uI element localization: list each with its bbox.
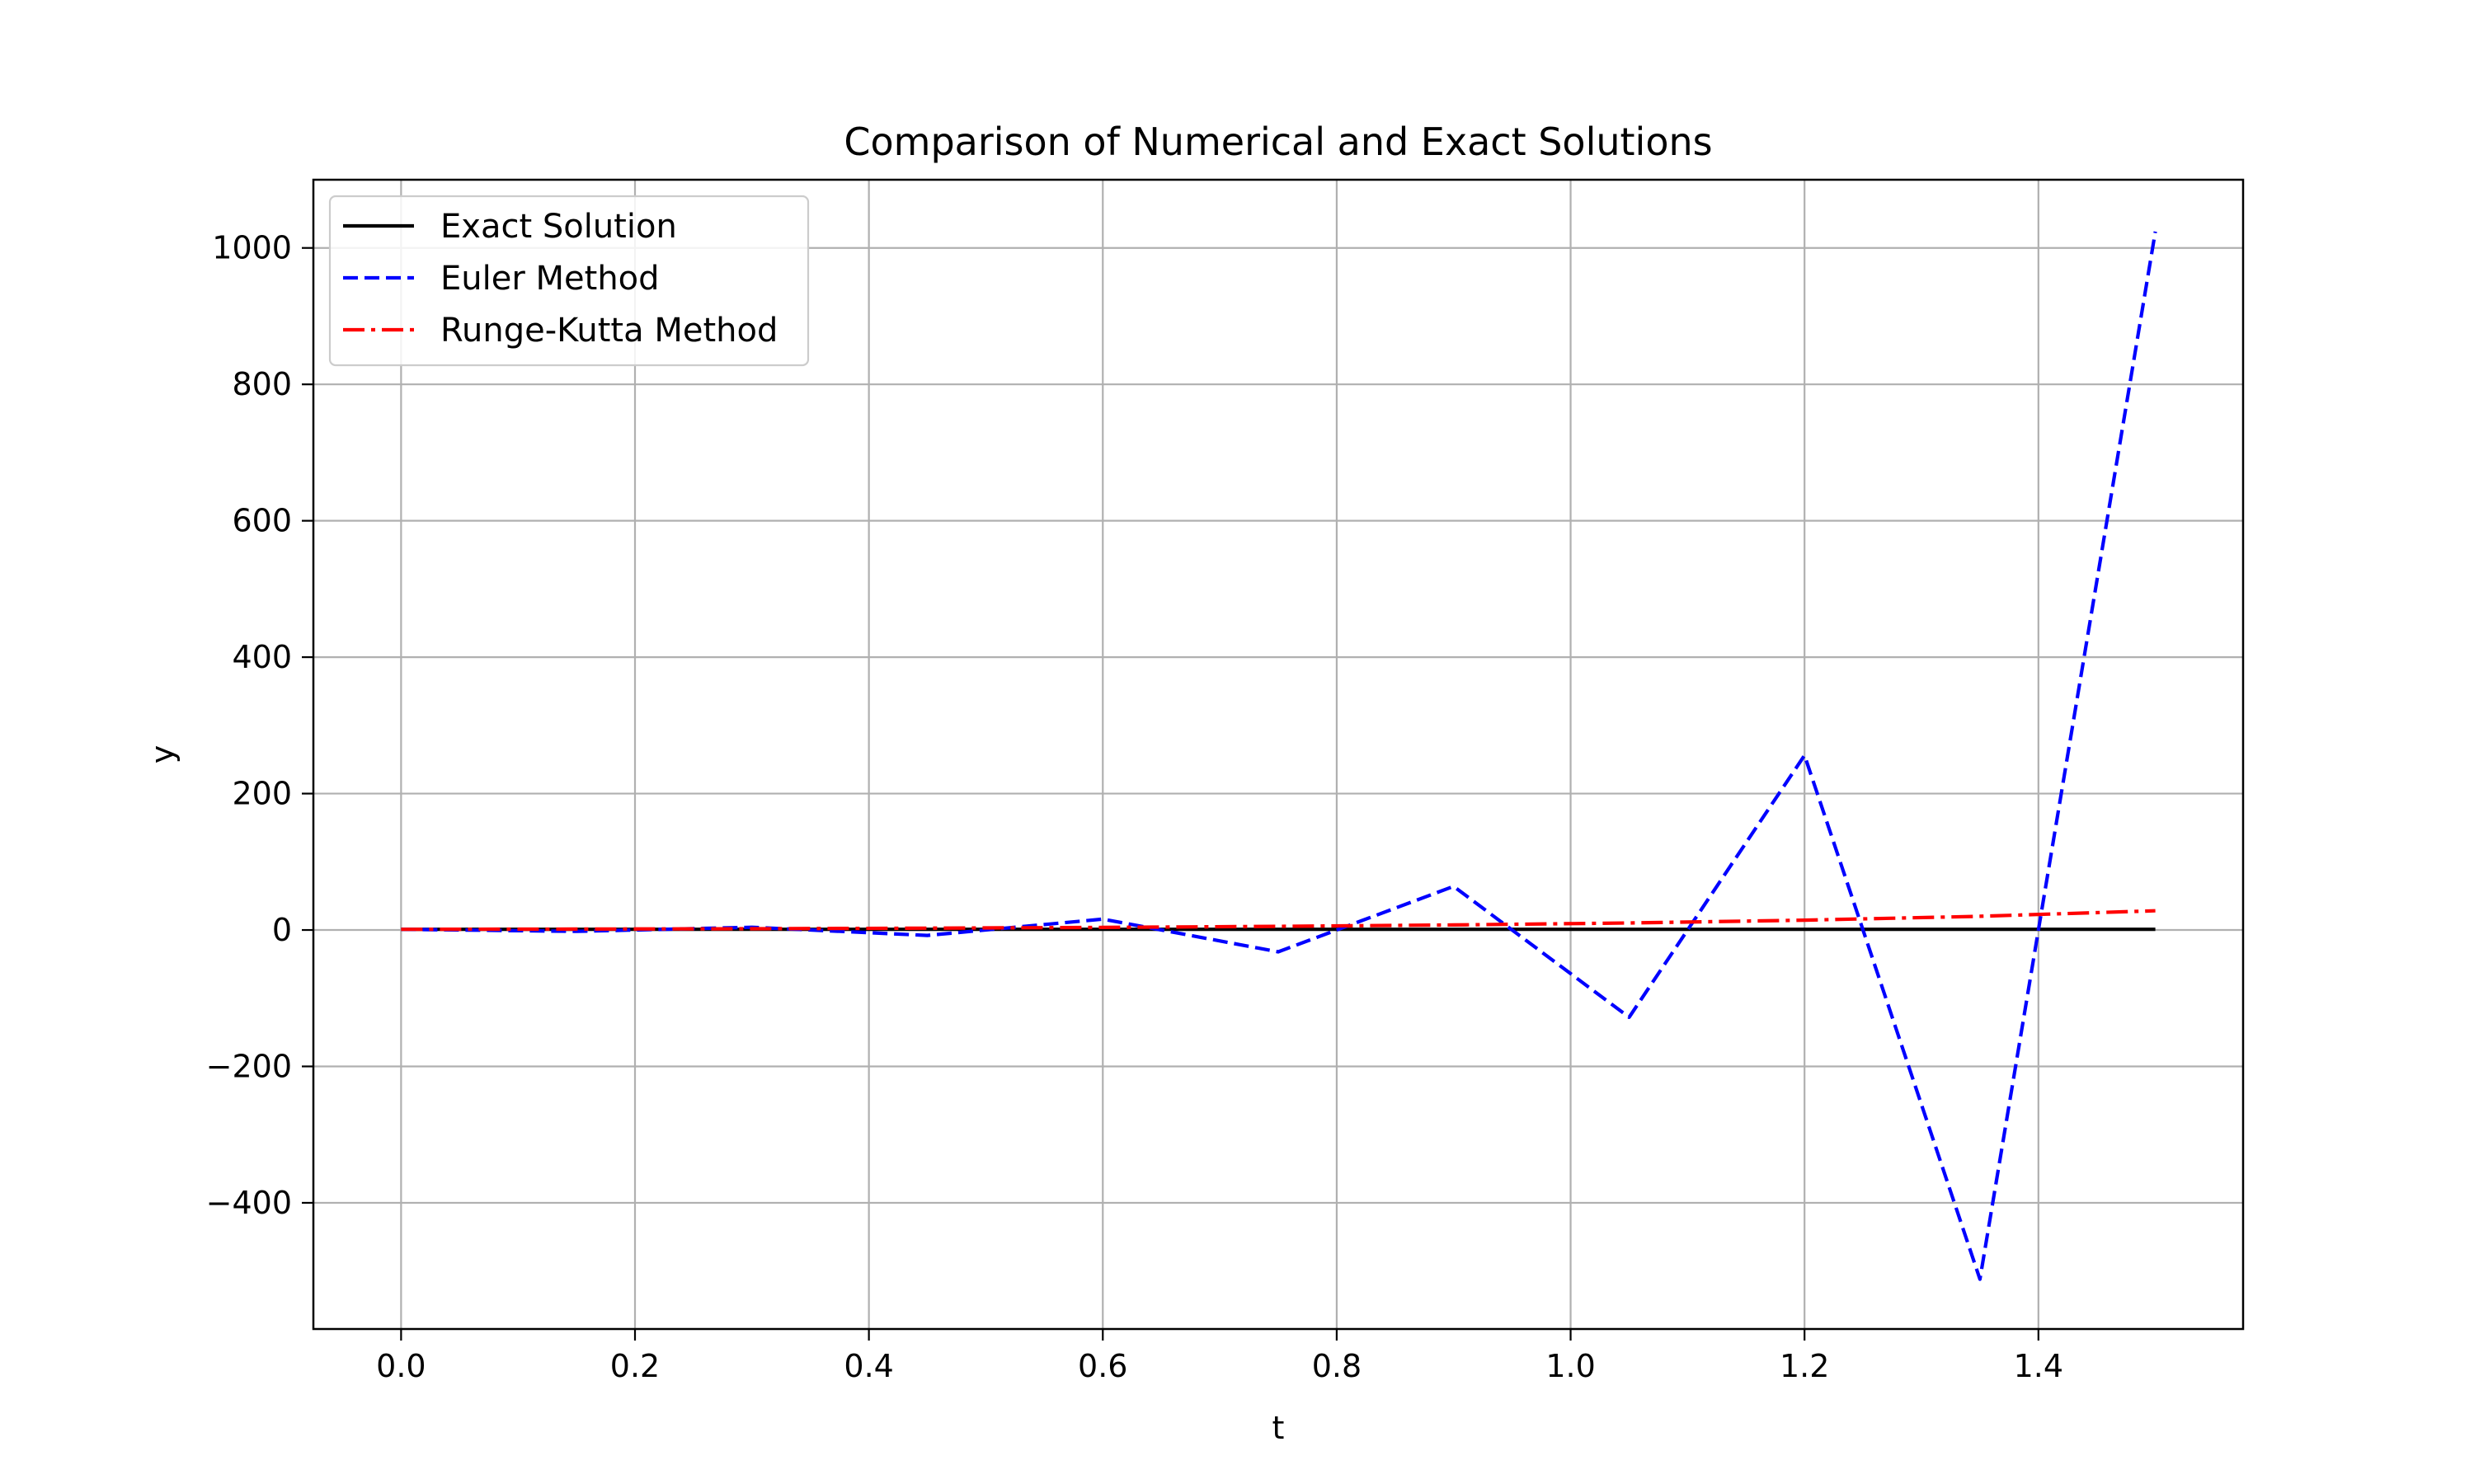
y-tick-label: 1000 [212,230,292,266]
legend-label: Exact Solution [440,208,677,246]
x-tick-label: 0.6 [1078,1348,1127,1384]
x-tick-label: 1.4 [2014,1348,2063,1384]
legend-label: Euler Method [440,260,660,298]
y-tick-label: 600 [232,503,292,539]
y-tick-label: 800 [232,366,292,402]
y-tick-label: −200 [206,1048,292,1084]
legend-label: Runge-Kutta Method [440,312,778,350]
x-tick-label: 0.8 [1312,1348,1362,1384]
x-axis-ticks: 0.0 0.2 0.4 0.6 0.8 1.0 1.2 1.4 [376,1329,2063,1384]
x-tick-label: 1.0 [1545,1348,1595,1384]
series-line-2 [401,909,2156,932]
y-tick-label: 200 [232,776,292,812]
plot-frame [312,178,2245,1331]
y-tick-label: 400 [232,639,292,675]
chart-title: Comparison of Numerical and Exact Soluti… [844,120,1712,164]
y-axis-ticks: −400 −200 0 200 400 600 800 1000 [206,230,313,1221]
y-tick-label: 0 [272,912,292,948]
y-axis-label: y [144,745,181,764]
plot-lines [401,231,2157,1281]
x-tick-label: 1.2 [1780,1348,1829,1384]
x-axis-label: t [1272,1410,1285,1446]
x-tick-label: 0.0 [376,1348,426,1384]
legend: Exact Solution Euler Method Runge-Kutta Me… [328,195,810,367]
legend-box [328,195,810,367]
y-tick-label: −400 [206,1185,292,1221]
x-tick-label: 0.4 [844,1348,893,1384]
x-tick-label: 0.2 [610,1348,660,1384]
